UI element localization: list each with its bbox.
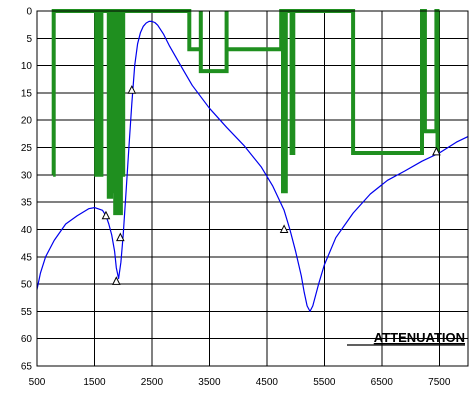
- triangle-marker: [101, 210, 111, 220]
- plot-frame: [36, 10, 469, 367]
- y-tick-label: 25: [21, 143, 33, 154]
- x-tick-labels: 500 1500 2500 3500 4500 5500 6500 7500: [29, 377, 451, 388]
- triangle-marker: [111, 276, 121, 285]
- y-tick-label: 10: [21, 61, 33, 72]
- x-tick-label: 7500: [428, 377, 451, 388]
- triangle-marker: [116, 232, 125, 242]
- attenuation-curve-series: [36, 20, 469, 312]
- attenuation-curve-line: [36, 20, 469, 312]
- y-tick-label: 5: [26, 34, 32, 45]
- limit-mask-series: [51, 9, 440, 216]
- y-tick-label: 40: [21, 225, 33, 236]
- x-tick-label: 500: [29, 377, 46, 388]
- y-tick-label: 15: [21, 88, 33, 99]
- y-tick-label: 35: [21, 198, 33, 209]
- y-tick-label: 50: [21, 280, 33, 291]
- y-tick-label: 55: [21, 307, 33, 318]
- y-tick-label: 20: [21, 116, 33, 127]
- y-tick-label: 45: [21, 252, 33, 263]
- x-tick-label: 4500: [256, 377, 279, 388]
- x-tick-label: 6500: [371, 377, 394, 388]
- y-tick-label: 60: [21, 334, 33, 345]
- triangle-marker: [279, 224, 289, 233]
- x-tick-label: 1500: [83, 377, 106, 388]
- y-tick-label: 30: [21, 170, 33, 181]
- y-tick-label: 65: [21, 362, 33, 373]
- y-tick-labels: 0 5 10 15 20 25 30 35 40 45 50 55 60 65: [21, 7, 33, 373]
- marker-series: [101, 85, 441, 285]
- y-tick-label: 0: [26, 7, 32, 18]
- triangle-marker: [432, 146, 441, 156]
- triangle-marker: [127, 85, 137, 94]
- x-tick-label: 2500: [141, 377, 164, 388]
- x-tick-label: 3500: [198, 377, 221, 388]
- limit-mask-line: [51, 9, 440, 216]
- x-tick-label: 5500: [313, 377, 336, 388]
- chart-title: ATTENUATION: [374, 330, 465, 345]
